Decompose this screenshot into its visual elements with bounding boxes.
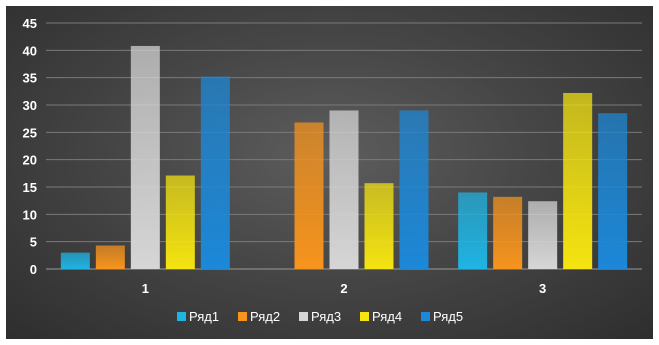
bar-Ряд2-cat-3: [493, 196, 523, 269]
y-tick-label: 40: [23, 43, 37, 58]
y-tick-label: 10: [23, 207, 37, 222]
bar-Ряд3-cat-1: [130, 45, 160, 270]
y-tick-label: 30: [23, 98, 37, 113]
bar-Ряд5-cat-1: [200, 76, 230, 269]
y-tick-label: 0: [30, 262, 37, 277]
legend-label: Ряд1: [189, 309, 219, 324]
legend-swatch: [299, 312, 308, 321]
y-tick-label: 20: [23, 153, 37, 168]
bar-Ряд3-cat-3: [528, 201, 558, 269]
x-tick-label: 2: [340, 281, 347, 296]
y-tick-label: 15: [23, 180, 37, 195]
legend-label: Ряд3: [311, 309, 341, 324]
y-tick-label: 25: [23, 125, 37, 140]
bars: [60, 45, 628, 270]
y-tick-label: 5: [30, 235, 37, 250]
bar-Ряд3-cat-2: [329, 110, 359, 269]
x-tick-label: 1: [142, 281, 149, 296]
y-tick-label: 35: [23, 71, 37, 86]
bar-Ряд1-cat-3: [458, 192, 488, 269]
y-tick-label: 45: [23, 16, 37, 31]
bar-Ряд5-cat-3: [598, 113, 628, 269]
legend-label: Ряд2: [250, 309, 280, 324]
bar-Ряд4-cat-1: [165, 175, 195, 269]
bar-Ряд5-cat-2: [399, 110, 429, 269]
bar-Ряд1-cat-1: [60, 252, 90, 269]
legend: Ряд1 Ряд2 Ряд3 Ряд4 Ряд5: [177, 309, 463, 324]
legend-swatch: [238, 312, 247, 321]
bar-Ряд4-cat-2: [364, 183, 394, 269]
x-axis-ticks: 1 2 3: [142, 281, 547, 296]
legend-label: Ряд5: [433, 309, 463, 324]
legend-swatch: [421, 312, 430, 321]
legend-swatch: [360, 312, 369, 321]
legend-label: Ряд4: [372, 309, 402, 324]
y-axis-ticks: 0 5 10 15 20 25 30 35 40 45: [23, 16, 37, 277]
x-tick-label: 3: [539, 281, 546, 296]
legend-swatch: [177, 312, 186, 321]
bar-Ряд2-cat-2: [294, 122, 324, 269]
bar-Ряд2-cat-1: [95, 245, 125, 269]
bar-Ряд4-cat-3: [563, 92, 593, 270]
